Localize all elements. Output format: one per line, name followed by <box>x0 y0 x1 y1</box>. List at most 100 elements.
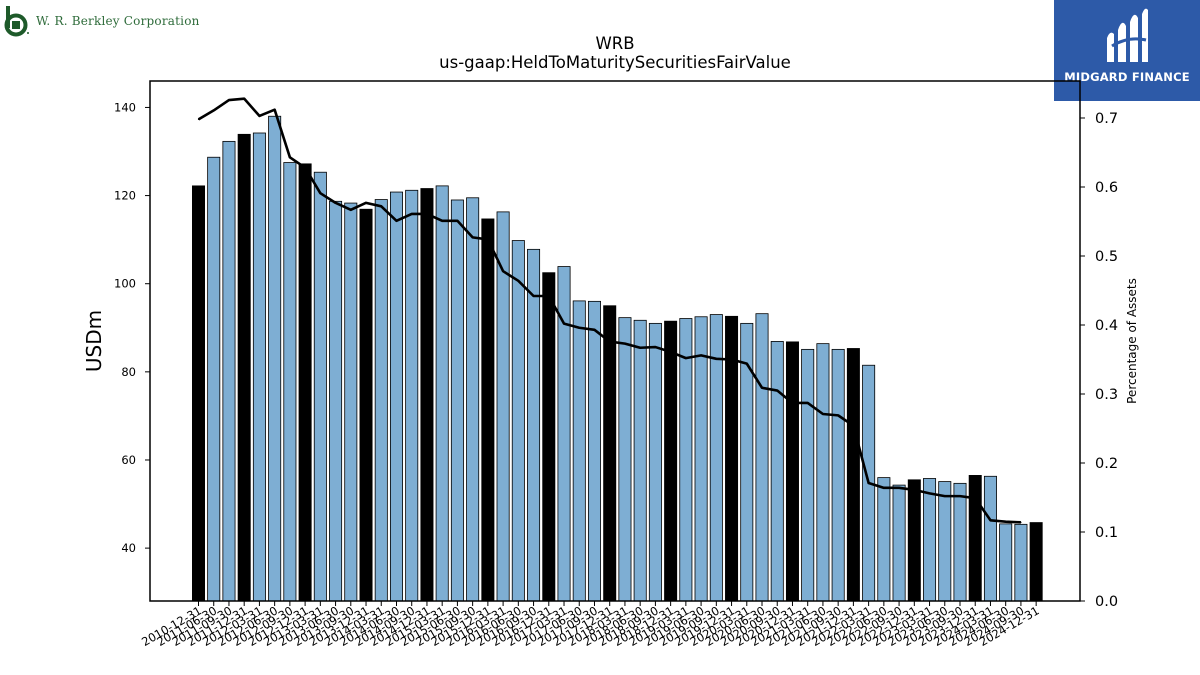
line-point-2019-06-30 <box>715 358 717 360</box>
bar-2018-12-31 <box>679 318 693 602</box>
y-tick-label: 60 <box>121 453 136 467</box>
line-point-2022-12-31 <box>928 492 931 494</box>
bar-2018-09-30 <box>664 320 678 602</box>
bar-2013-03-31 <box>329 200 343 602</box>
bar-2024-03-31 <box>999 523 1013 602</box>
bar-2015-09-30 <box>481 218 495 602</box>
line-point-2010-12-31 <box>197 118 200 120</box>
bar-2023-06-30 <box>953 482 967 602</box>
bar-2011-09-30 <box>237 133 251 602</box>
bar-2017-06-30 <box>587 300 601 602</box>
bar-2023-03-31 <box>938 481 952 602</box>
chart-title: WRB <box>595 34 634 53</box>
bar-2020-12-31 <box>801 348 815 602</box>
bar-2020-09-30 <box>785 341 799 602</box>
line-point-2022-09-30 <box>913 489 915 491</box>
y-axis-left: 40 60 80 100 120 140 <box>114 100 150 555</box>
bar-2011-06-30 <box>222 140 236 602</box>
line-point-2023-09-30 <box>974 497 976 499</box>
bar-2024-06-30 <box>1014 523 1028 602</box>
bar-2014-03-31 <box>389 191 403 602</box>
line-point-2021-03-31 <box>822 413 824 415</box>
line-point-2014-06-30 <box>411 213 413 215</box>
bar-2012-03-31 <box>268 115 282 602</box>
bar-2023-09-30 <box>968 475 982 602</box>
bar-2018-03-31 <box>633 319 647 602</box>
y-axis-right: 0.0 0.1 0.2 0.3 0.4 0.5 0.6 0.7 <box>1080 111 1118 610</box>
y2-tick-label: 0.1 <box>1095 525 1118 541</box>
bar-2022-12-31 <box>923 478 937 602</box>
line-point-2013-03-31 <box>334 202 337 204</box>
y-axis-label: USDm <box>82 310 106 372</box>
line-point-2017-09-30 <box>609 340 611 343</box>
bars-layer <box>191 115 1043 602</box>
bar-2010-12-31 <box>191 185 205 602</box>
company-name: W. R. Berkley Corporation <box>36 14 200 28</box>
bar-2022-03-31 <box>877 477 891 602</box>
line-point-2023-03-31 <box>944 495 946 497</box>
bar-2016-03-31 <box>511 240 525 602</box>
bar-2017-03-31 <box>572 300 586 602</box>
line-point-2016-12-31 <box>563 323 565 325</box>
line-point-2020-06-30 <box>776 389 778 392</box>
bar-2017-12-31 <box>618 317 632 602</box>
bar-2021-09-30 <box>846 348 860 602</box>
line-point-2022-03-31 <box>883 487 885 489</box>
bar-2016-06-30 <box>527 248 541 602</box>
bar-2013-09-30 <box>359 208 373 602</box>
y-tick-label: 100 <box>114 277 136 291</box>
line-point-2018-12-31 <box>685 357 687 359</box>
bar-2013-12-31 <box>374 199 388 602</box>
line-point-2014-09-30 <box>426 213 428 215</box>
plot-frame <box>149 80 1081 602</box>
wrb-logo-icon <box>4 6 29 37</box>
line-point-2012-03-31 <box>274 109 276 111</box>
y-tick-label: 140 <box>114 100 136 114</box>
line-point-2021-09-30 <box>852 425 854 427</box>
line-point-2012-06-30 <box>289 156 291 158</box>
bar-2015-03-31 <box>450 199 464 602</box>
line-point-2011-06-30 <box>228 99 230 101</box>
y2-tick-label: 0.5 <box>1095 249 1118 265</box>
chart-subtitle: us-gaap:HeldToMaturitySecuritiesFairValu… <box>439 53 791 72</box>
y2-axis-label: Percentage of Assets <box>1125 278 1139 404</box>
bar-2012-09-30 <box>298 163 312 602</box>
brand-name: MIDGARD FINANCE <box>1064 70 1190 84</box>
bar-2017-09-30 <box>603 305 617 602</box>
y2-tick-label: 0.3 <box>1095 387 1118 403</box>
line-layer <box>197 97 1022 524</box>
line-point-2015-06-30 <box>472 236 474 238</box>
line-point-2020-12-31 <box>807 402 809 404</box>
line-point-2016-06-30 <box>532 295 535 297</box>
bar-2020-06-30 <box>770 341 784 602</box>
line-point-2019-09-30 <box>730 358 733 361</box>
line-point-2013-06-30 <box>350 209 352 211</box>
line-point-2014-03-31 <box>395 220 398 222</box>
line-point-2017-12-31 <box>624 343 626 345</box>
line-point-2015-03-31 <box>456 220 459 222</box>
bar-2018-06-30 <box>648 322 662 602</box>
line-point-2013-09-30 <box>365 202 367 204</box>
line-point-2017-06-30 <box>593 329 596 331</box>
line-point-2015-09-30 <box>487 238 489 241</box>
line-point-2020-09-30 <box>791 402 794 404</box>
line-point-2012-12-31 <box>319 192 321 194</box>
line-point-2017-03-31 <box>578 327 580 329</box>
y2-tick-label: 0.4 <box>1095 318 1118 334</box>
line-point-2011-03-31 <box>213 109 215 111</box>
x-axis: 2010-12-312011-06-302011-09-302011-12-31… <box>139 601 1042 649</box>
line-point-2011-12-31 <box>258 115 261 117</box>
y2-tick-label: 0.6 <box>1095 180 1118 196</box>
bar-2014-06-30 <box>405 189 419 602</box>
bar-2022-09-30 <box>907 479 921 602</box>
y2-tick-label: 0.2 <box>1095 456 1118 472</box>
bar-2014-12-31 <box>435 185 449 602</box>
bar-2022-06-30 <box>892 484 906 602</box>
bar-2015-06-30 <box>466 197 480 602</box>
bar-2016-09-30 <box>542 272 556 602</box>
bar-2013-06-30 <box>344 202 358 602</box>
y-tick-label: 80 <box>121 365 136 379</box>
line-point-2024-03-31 <box>1005 521 1007 523</box>
bar-2020-03-31 <box>755 313 769 602</box>
line-point-2018-06-30 <box>654 346 657 348</box>
